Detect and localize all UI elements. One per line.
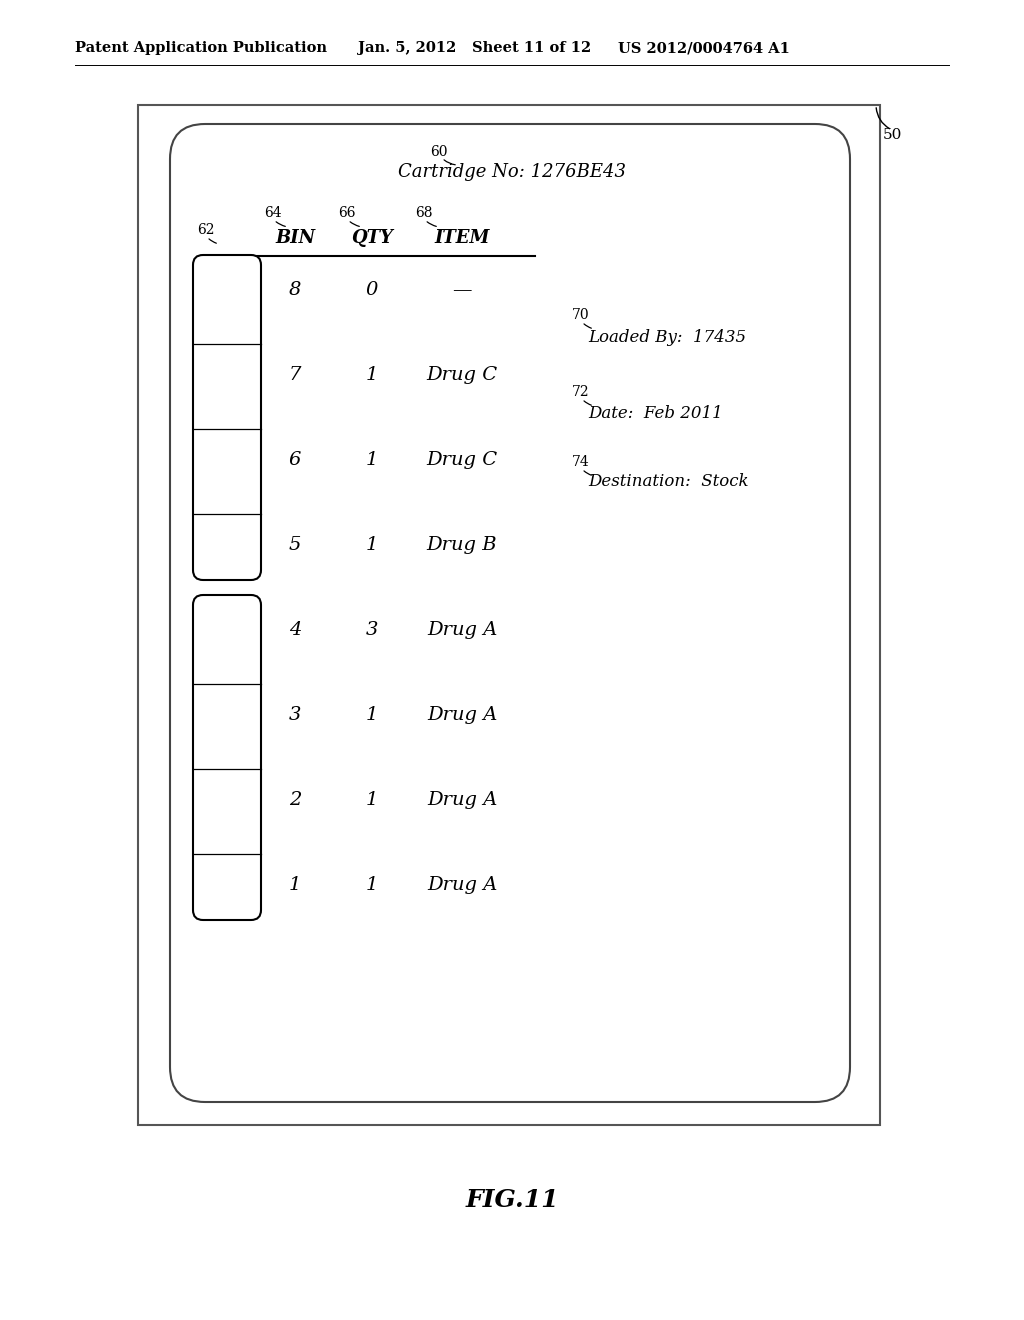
Text: 6: 6 [289,451,301,469]
Text: 66: 66 [338,206,355,220]
Text: Cartridge No: 1276BE43: Cartridge No: 1276BE43 [398,162,626,181]
Text: FIG.11: FIG.11 [465,1188,559,1212]
Text: 7: 7 [289,366,301,384]
Text: —: — [453,281,472,300]
Text: Jan. 5, 2012: Jan. 5, 2012 [358,41,457,55]
Polygon shape [244,627,257,632]
Text: Destination:  Stock: Destination: Stock [588,474,749,491]
Text: BIN: BIN [274,228,315,247]
Text: 2: 2 [289,791,301,809]
Text: Date:  Feb 2011: Date: Feb 2011 [588,404,723,421]
Bar [205,865,249,906]
Text: 50: 50 [883,128,902,143]
Text: 72: 72 [572,385,590,399]
Text: 1: 1 [366,791,378,809]
Text: Drug A: Drug A [427,620,498,639]
Text: 74: 74 [572,455,590,469]
Text: 8: 8 [289,281,301,300]
Text: US 2012/0004764 A1: US 2012/0004764 A1 [618,41,790,55]
Circle shape [222,371,231,380]
Polygon shape [224,647,230,660]
Text: Drug A: Drug A [427,876,498,894]
Text: 0: 0 [366,281,378,300]
Bar [138,106,880,1125]
Text: 70: 70 [572,308,590,322]
Text: Drug A: Drug A [427,791,498,809]
Bar [217,543,237,548]
Text: 1: 1 [366,536,378,554]
Text: Drug C: Drug C [426,451,498,469]
Text: QTY: QTY [351,228,393,247]
Text: 1: 1 [366,451,378,469]
Polygon shape [198,627,210,632]
FancyBboxPatch shape [193,595,261,920]
Text: 1: 1 [366,706,378,723]
Text: 1: 1 [366,876,378,894]
Text: 62: 62 [197,223,214,238]
Text: Drug B: Drug B [427,536,498,554]
Circle shape [222,455,231,465]
Text: 4: 4 [289,620,301,639]
Text: ITEM: ITEM [434,228,489,247]
Text: 3: 3 [366,620,378,639]
Text: 3: 3 [289,706,301,723]
Text: 5: 5 [289,536,301,554]
Text: 68: 68 [415,206,432,220]
Polygon shape [224,601,230,612]
Text: 1: 1 [366,366,378,384]
Text: Drug A: Drug A [427,706,498,723]
Text: 60: 60 [430,145,447,158]
Bar [205,525,249,565]
Bar [205,440,249,480]
Text: 1: 1 [289,876,301,894]
Text: 64: 64 [264,206,282,220]
Text: Patent Application Publication: Patent Application Publication [75,41,327,55]
FancyBboxPatch shape [170,124,850,1102]
Text: Loaded By:  17435: Loaded By: 17435 [588,330,746,346]
FancyBboxPatch shape [193,255,261,579]
Text: Sheet 11 of 12: Sheet 11 of 12 [472,41,591,55]
Bar [205,780,249,820]
Text: Drug C: Drug C [426,366,498,384]
